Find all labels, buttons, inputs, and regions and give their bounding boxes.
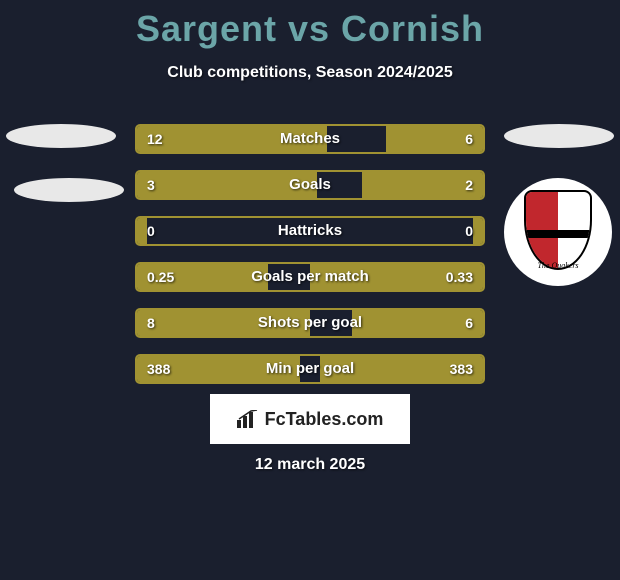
player2-avatar-placeholder bbox=[504, 124, 614, 148]
player1-avatar-placeholder bbox=[6, 124, 116, 148]
bar-chart-icon bbox=[237, 410, 259, 428]
logo-text: FcTables.com bbox=[265, 409, 384, 430]
stat-row-hattricks: 0 Hattricks 0 bbox=[135, 216, 485, 246]
stat-row-goals-per-match: 0.25 Goals per match 0.33 bbox=[135, 262, 485, 292]
stat-label: Matches bbox=[137, 126, 483, 152]
stat-row-min-per-goal: 388 Min per goal 383 bbox=[135, 354, 485, 384]
subtitle: Club competitions, Season 2024/2025 bbox=[0, 64, 620, 82]
value-right: 383 bbox=[450, 356, 473, 382]
stat-label: Min per goal bbox=[137, 356, 483, 382]
value-right: 6 bbox=[465, 310, 473, 336]
value-right: 0.33 bbox=[446, 264, 473, 290]
value-right: 0 bbox=[465, 218, 473, 244]
shield-icon bbox=[524, 190, 592, 270]
value-right: 2 bbox=[465, 172, 473, 198]
stat-label: Shots per goal bbox=[137, 310, 483, 336]
date-label: 12 march 2025 bbox=[0, 456, 620, 474]
value-right: 6 bbox=[465, 126, 473, 152]
comparison-card: Sargent vs Cornish Club competitions, Se… bbox=[0, 0, 620, 580]
stat-label: Goals per match bbox=[137, 264, 483, 290]
stat-label: Goals bbox=[137, 172, 483, 198]
stat-row-shots-per-goal: 8 Shots per goal 6 bbox=[135, 308, 485, 338]
page-title: Sargent vs Cornish bbox=[0, 0, 620, 50]
player1-club-placeholder bbox=[14, 178, 124, 202]
crest-motto: The Quakers bbox=[516, 261, 600, 270]
stat-row-matches: 12 Matches 6 bbox=[135, 124, 485, 154]
source-logo: FcTables.com bbox=[210, 394, 410, 444]
stat-label: Hattricks bbox=[137, 218, 483, 244]
stat-row-goals: 3 Goals 2 bbox=[135, 170, 485, 200]
stats-bars: 12 Matches 6 3 Goals 2 0 Hattricks 0 0.2… bbox=[135, 124, 485, 400]
player2-club-crest: The Quakers bbox=[504, 178, 612, 286]
